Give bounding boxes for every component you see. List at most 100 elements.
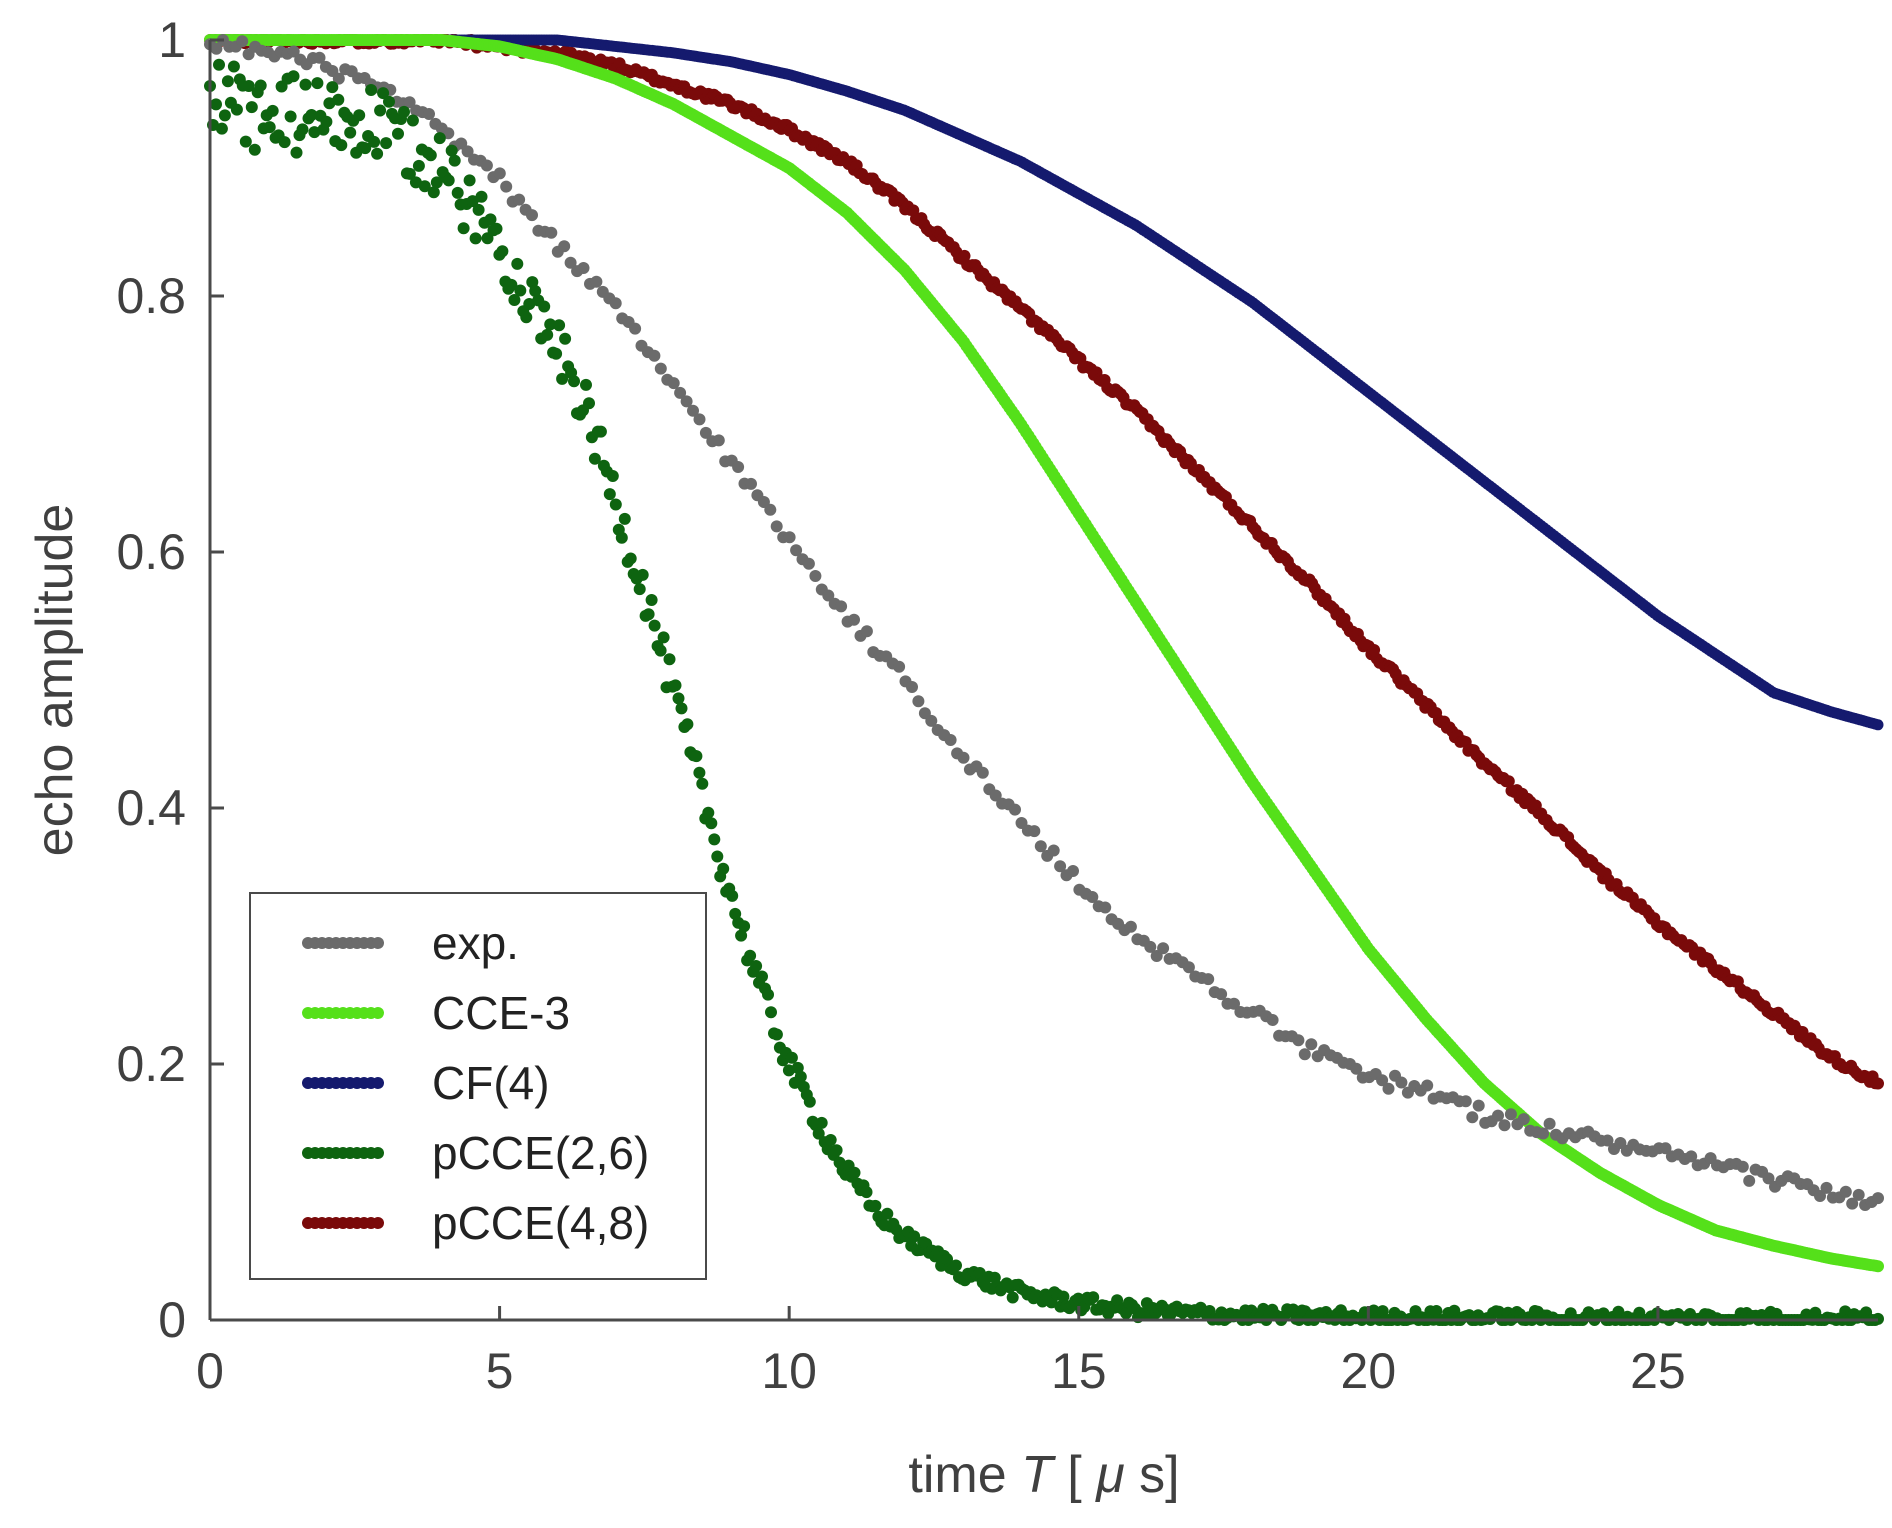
- data-point: [615, 531, 628, 544]
- data-point: [590, 275, 603, 288]
- legend-marker: [372, 1007, 384, 1019]
- data-point: [305, 109, 318, 121]
- data-point: [633, 583, 646, 596]
- data-point: [1228, 997, 1240, 1010]
- data-point: [403, 167, 416, 180]
- data-point: [618, 512, 631, 525]
- data-point: [1395, 1076, 1408, 1089]
- data-point: [210, 98, 222, 111]
- data-point: [790, 544, 803, 557]
- data-point: [332, 72, 345, 85]
- data-point: [717, 862, 730, 875]
- data-point: [756, 970, 768, 983]
- data-point: [423, 108, 435, 120]
- data-point: [744, 949, 757, 962]
- data-point: [1736, 1160, 1749, 1173]
- data-point: [1215, 988, 1228, 1001]
- data-point: [1466, 1111, 1479, 1124]
- legend-marker: [372, 1217, 384, 1229]
- legend: exp. CCE-3 CF(4) pCCE(2,6) pCCE(4,8): [249, 892, 707, 1280]
- data-point: [693, 766, 706, 779]
- data-point: [696, 777, 709, 790]
- data-point: [1382, 1082, 1395, 1095]
- axes: [208, 40, 1878, 1322]
- data-point: [380, 137, 393, 150]
- data-point: [377, 87, 390, 100]
- x-tick-label: 5: [486, 1343, 514, 1399]
- data-point: [513, 193, 526, 206]
- data-point: [210, 42, 223, 55]
- data-point: [648, 349, 661, 362]
- data-point: [469, 232, 482, 245]
- data-point: [815, 1116, 828, 1129]
- data-point: [1086, 891, 1099, 903]
- data-point: [711, 850, 724, 863]
- data-point: [511, 257, 524, 270]
- data-point: [424, 149, 437, 162]
- data-point: [1124, 920, 1137, 933]
- data-point: [290, 146, 303, 159]
- data-point: [738, 920, 751, 933]
- data-point: [645, 594, 658, 606]
- data-point: [908, 1230, 921, 1243]
- data-point: [505, 278, 518, 291]
- data-point: [559, 332, 572, 345]
- data-point: [550, 347, 563, 360]
- legend-entry: CF(4): [302, 1057, 550, 1109]
- data-point: [418, 180, 431, 193]
- data-point: [1057, 1290, 1070, 1303]
- data-point: [248, 143, 261, 156]
- data-point: [463, 174, 476, 187]
- data-point: [520, 311, 533, 324]
- data-point: [1659, 1142, 1672, 1155]
- y-tick-label: 0.6: [116, 524, 186, 580]
- data-point: [254, 79, 267, 92]
- legend-label: CCE-3: [432, 987, 570, 1039]
- data-point: [812, 1127, 825, 1140]
- data-point: [636, 568, 649, 581]
- data-point: [480, 159, 493, 172]
- data-point: [732, 461, 745, 473]
- data-point: [906, 681, 918, 693]
- data-point: [869, 1199, 882, 1212]
- data-point: [702, 806, 715, 819]
- data-point: [427, 186, 440, 199]
- data-point: [296, 123, 309, 136]
- data-point: [712, 434, 725, 447]
- data-point: [242, 80, 255, 92]
- data-point: [1067, 865, 1079, 877]
- data-point: [514, 284, 527, 297]
- data-point: [860, 625, 873, 638]
- data-point: [326, 81, 339, 94]
- data-point: [893, 660, 906, 673]
- data-point: [642, 608, 655, 621]
- data-point: [1305, 1038, 1318, 1051]
- legend-label: pCCE(2,6): [432, 1127, 649, 1179]
- data-point: [313, 51, 326, 64]
- data-point: [681, 718, 694, 731]
- data-point: [287, 70, 300, 83]
- data-point: [496, 245, 509, 258]
- legend-label: exp.: [432, 917, 519, 969]
- data-point: [558, 240, 571, 253]
- legend-label: pCCE(4,8): [432, 1197, 649, 1249]
- data-point: [726, 889, 739, 902]
- data-point: [266, 104, 279, 117]
- data-point: [430, 176, 443, 189]
- series-layer: [204, 34, 1884, 1326]
- data-point: [654, 644, 667, 657]
- y-tick-label: 0.8: [116, 268, 186, 324]
- data-point: [529, 285, 542, 297]
- data-point: [803, 1095, 816, 1108]
- data-point: [236, 35, 249, 48]
- data-point: [1421, 1079, 1434, 1092]
- data-point: [213, 58, 225, 71]
- data-point: [263, 121, 276, 134]
- data-point: [1872, 1192, 1884, 1205]
- data-point: [693, 413, 706, 426]
- data-point: [881, 1207, 894, 1220]
- data-point: [669, 679, 682, 692]
- data-point: [374, 104, 387, 117]
- data-point: [1298, 1048, 1311, 1061]
- data-point: [809, 570, 822, 582]
